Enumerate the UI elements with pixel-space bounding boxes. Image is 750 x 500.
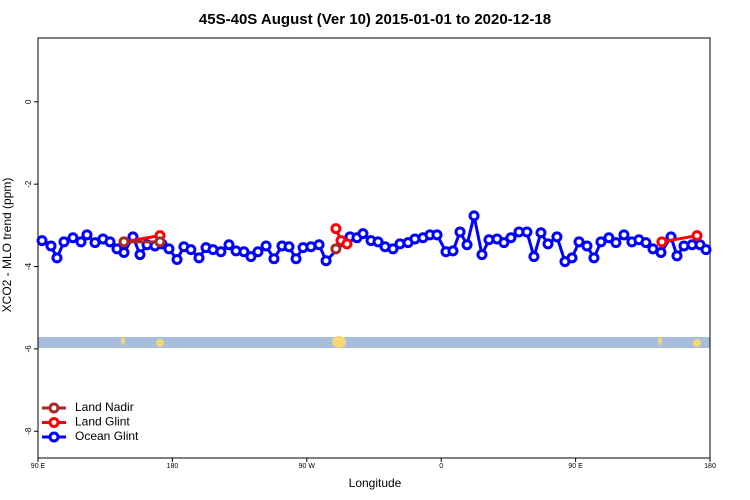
data-point [505, 232, 517, 244]
data-point [640, 237, 652, 249]
data-point [447, 245, 459, 257]
data-point [163, 243, 175, 255]
data-point [67, 232, 79, 244]
data-point [461, 239, 473, 251]
data-point [238, 246, 250, 258]
y-tick-label: -6 [24, 345, 33, 353]
data-point [260, 240, 272, 252]
data-point [700, 244, 712, 256]
x-axis-label: Longitude [349, 476, 402, 490]
x-tick-label: 90 W [299, 463, 316, 470]
data-point [588, 252, 600, 264]
y-tick-label: 0 [24, 99, 33, 104]
data-point [290, 253, 302, 265]
legend-label: Land Nadir [75, 400, 134, 414]
data-point [521, 226, 533, 238]
data-point [656, 236, 668, 248]
legend-marker [48, 402, 60, 414]
data-point [51, 252, 63, 264]
legend-label: Land Glint [75, 415, 130, 429]
data-point [75, 236, 87, 248]
data-point [215, 246, 227, 258]
data-point [134, 249, 146, 261]
chart-title: 45S-40S August (Ver 10) 2015-01-01 to 20… [199, 11, 551, 28]
data-point [357, 228, 369, 240]
data-point [185, 244, 197, 256]
data-point [671, 250, 683, 262]
data-point [320, 255, 332, 267]
y-tick-label: -2 [24, 180, 33, 188]
y-axis-label: XCO2 - MLO trend (ppm) [0, 178, 14, 313]
data-point [171, 254, 183, 266]
data-point [283, 241, 295, 253]
data-point [542, 238, 554, 250]
data-point [551, 231, 563, 243]
data-point [341, 238, 353, 250]
data-point [573, 236, 585, 248]
data-point [58, 236, 70, 248]
x-tick-label: 180 [704, 463, 716, 470]
data-point [104, 236, 116, 248]
data-point [528, 251, 540, 263]
data-point [252, 246, 264, 258]
data-point [431, 229, 443, 241]
data-point [223, 239, 235, 251]
data-point [330, 243, 342, 255]
x-tick-label: 90 E [31, 463, 46, 470]
x-tick-label: 90 E [568, 463, 583, 470]
data-point [45, 240, 57, 252]
y-tick-label: -8 [24, 427, 33, 435]
data-point [193, 252, 205, 264]
data-point [476, 249, 488, 261]
legend-marker [48, 417, 60, 428]
data-point [610, 237, 622, 249]
data-point [454, 226, 466, 238]
data-point [468, 210, 480, 222]
data-point [81, 229, 93, 241]
data-point [566, 252, 578, 264]
data-point [118, 247, 130, 259]
x-tick-label: 0 [439, 463, 443, 470]
data-point [691, 230, 703, 242]
data-point [245, 251, 257, 263]
data-point [36, 235, 48, 247]
data-point [313, 239, 325, 251]
legend-marker [48, 431, 60, 443]
data-point [498, 237, 510, 249]
data-point [330, 223, 342, 235]
y-tick-label: -4 [24, 262, 33, 270]
data-point [372, 236, 384, 248]
data-point [535, 227, 547, 239]
land-strip [38, 336, 710, 348]
data-point [118, 236, 130, 248]
data-point [603, 232, 615, 244]
data-point [655, 247, 667, 259]
legend-label: Ocean Glint [75, 429, 139, 443]
data-point [618, 229, 630, 241]
data-point [595, 236, 607, 248]
data-point [154, 236, 166, 248]
data-point [387, 243, 399, 255]
data-point [581, 240, 593, 252]
data-point [268, 253, 280, 265]
x-tick-label: 180 [167, 463, 179, 470]
